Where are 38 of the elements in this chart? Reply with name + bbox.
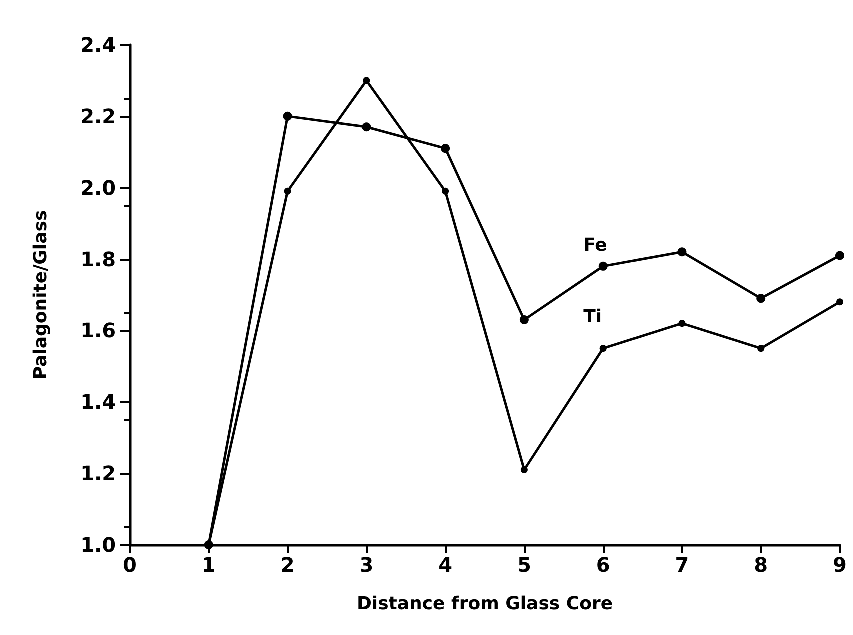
- x-tick-label: 7: [675, 553, 690, 577]
- point: [678, 320, 686, 328]
- point: [758, 345, 765, 352]
- point: [442, 188, 450, 195]
- point: [441, 144, 450, 154]
- point: [836, 298, 844, 306]
- series-label: Ti: [584, 306, 602, 328]
- y-tick-label: 1.2: [80, 462, 116, 486]
- x-axis-title: Distance from Glass Core: [356, 594, 614, 614]
- x-tick-label: 9: [833, 553, 847, 577]
- point: [756, 294, 766, 304]
- point: [598, 262, 608, 271]
- y-tick-label: 1.4: [80, 390, 116, 414]
- x-tick-label: 3: [360, 553, 374, 577]
- y-tick-label: 2.0: [80, 176, 116, 200]
- y-tick-label: 2.2: [80, 104, 116, 128]
- y-tick-label: 1.8: [80, 247, 116, 272]
- series-label: Fe: [584, 235, 608, 256]
- point: [836, 251, 844, 260]
- point: [284, 188, 292, 195]
- point: [363, 77, 370, 84]
- x-tick-label: 4: [438, 553, 453, 577]
- point: [600, 345, 607, 352]
- point: [362, 122, 372, 132]
- point: [678, 248, 687, 257]
- x-tick-label: 8: [754, 553, 768, 577]
- point: [520, 466, 528, 474]
- x-tick-label: 1: [202, 553, 216, 577]
- y-tick-label: 1.6: [80, 318, 116, 343]
- y-tick-label: 2.4: [80, 33, 116, 57]
- y-axis-title: Palagonite/Glass: [30, 210, 52, 380]
- x-tick-label: 0: [123, 553, 137, 577]
- y-tick-label: 1.0: [80, 533, 116, 557]
- x-tick-label: 2: [280, 553, 295, 577]
- point: [283, 112, 292, 121]
- x-tick-label: 6: [596, 553, 610, 577]
- x-tick-label: 5: [517, 553, 532, 577]
- point: [520, 316, 529, 324]
